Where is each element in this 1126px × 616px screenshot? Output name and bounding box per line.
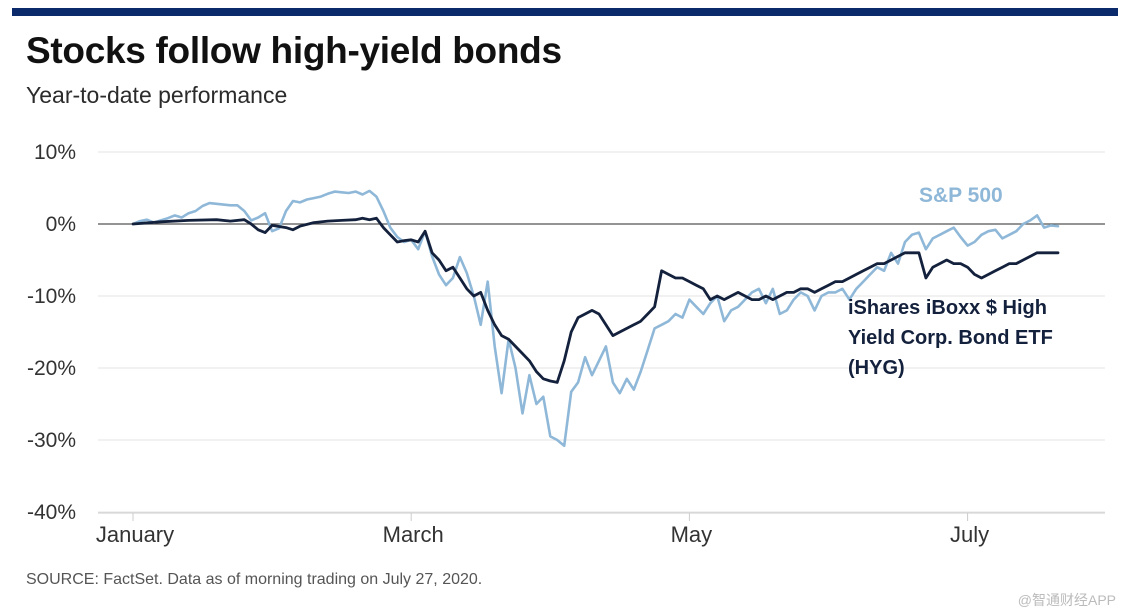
watermark: @智通财经APP bbox=[1017, 592, 1116, 608]
source-note: SOURCE: FactSet. Data as of morning trad… bbox=[26, 571, 483, 588]
y-tick-label: 10% bbox=[34, 141, 76, 164]
series-labels: S&P 500 iShares iBoxx $ High Yield Corp. B… bbox=[848, 184, 1053, 379]
y-tick-label: -30% bbox=[27, 429, 76, 452]
x-tick-label: January bbox=[96, 522, 174, 547]
y-tick-label: -20% bbox=[27, 357, 76, 380]
x-tick-label: March bbox=[383, 522, 444, 547]
sp500-series-label: S&P 500 bbox=[919, 184, 1003, 207]
sp500-series-line bbox=[131, 189, 1060, 448]
series-lines bbox=[131, 189, 1060, 448]
chart-title: Stocks follow high-yield bonds bbox=[26, 30, 562, 71]
x-tick-label: July bbox=[950, 522, 989, 547]
x-axis-ticks: January March May July bbox=[96, 513, 989, 547]
chart-subtitle: Year-to-date performance bbox=[26, 82, 288, 108]
y-tick-label: -40% bbox=[27, 501, 76, 524]
y-axis-ticks: 10% 0% -10% -20% -30% -40% bbox=[27, 141, 76, 524]
hyg-series-line bbox=[131, 216, 1060, 384]
hyg-series-label-line: iShares iBoxx $ High bbox=[848, 297, 1047, 319]
y-tick-label: 0% bbox=[46, 213, 76, 236]
hyg-series-label-line: (HYG) bbox=[848, 357, 905, 379]
hyg-series-label-line: Yield Corp. Bond ETF bbox=[848, 327, 1053, 349]
top-accent-bar bbox=[12, 8, 1118, 16]
x-tick-label: May bbox=[671, 522, 713, 547]
grid-lines bbox=[98, 151, 1105, 514]
y-tick-label: -10% bbox=[27, 285, 76, 308]
